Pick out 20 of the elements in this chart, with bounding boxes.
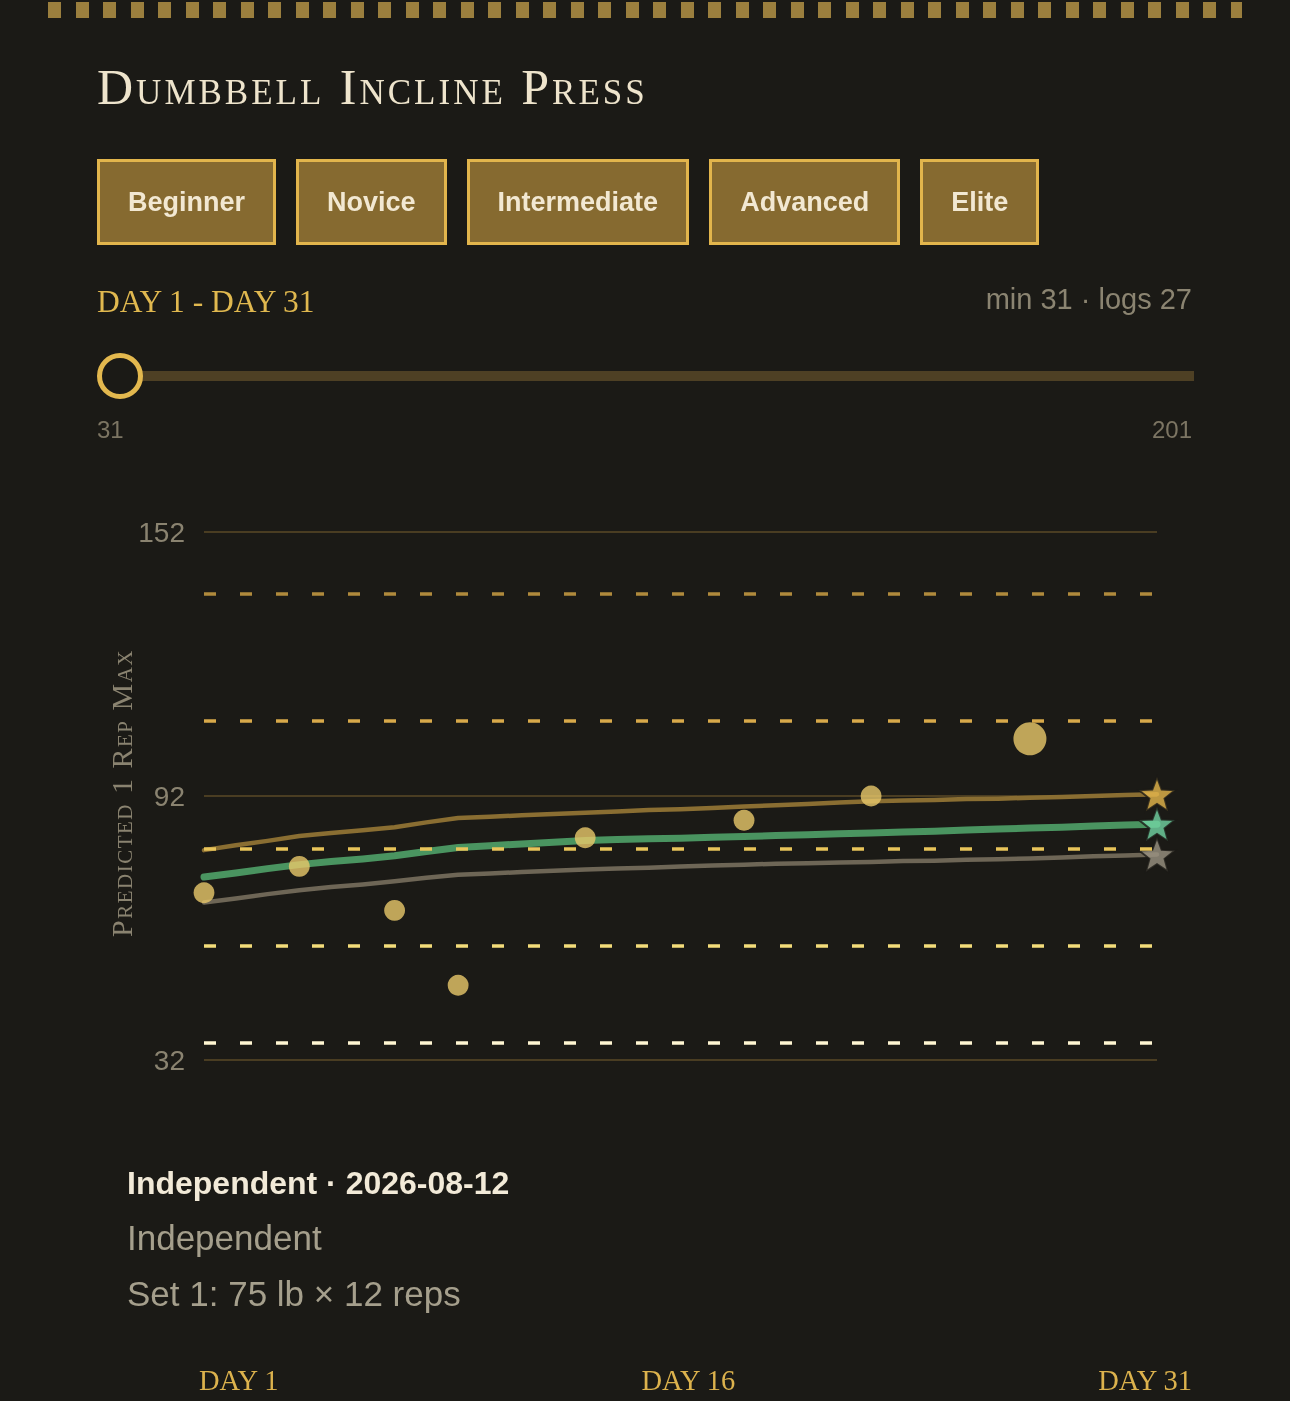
button: Novice [296, 159, 447, 245]
chart-subtitle: DAY 1 - DAY 31 [97, 284, 315, 319]
button: Intermediate [466, 159, 690, 245]
text: Set 1: 75 lb × 12 reps [127, 1274, 461, 1313]
button: Elite [920, 159, 1040, 245]
text: Independent · 2026-08-12 [127, 1165, 510, 1201]
text: 31 [97, 416, 124, 443]
text: min 31 · logs 27 [985, 283, 1192, 315]
y-axis-title: Predicted 1 Rep Max [105, 648, 138, 938]
y-tick-label: 152 [138, 516, 185, 548]
y-tick-label: 32 [153, 1044, 185, 1076]
y-tick-label: 92 [153, 780, 185, 812]
text: DAY 16 [641, 1365, 736, 1396]
chart-title: Dumbbell Incline Press [97, 59, 648, 115]
text: DAY 31 [1098, 1365, 1192, 1396]
button: Beginner [97, 159, 277, 245]
text: 201 [1151, 416, 1192, 443]
button: Advanced [709, 159, 901, 245]
text: DAY 1 [199, 1365, 279, 1396]
text: Independent [127, 1218, 322, 1257]
